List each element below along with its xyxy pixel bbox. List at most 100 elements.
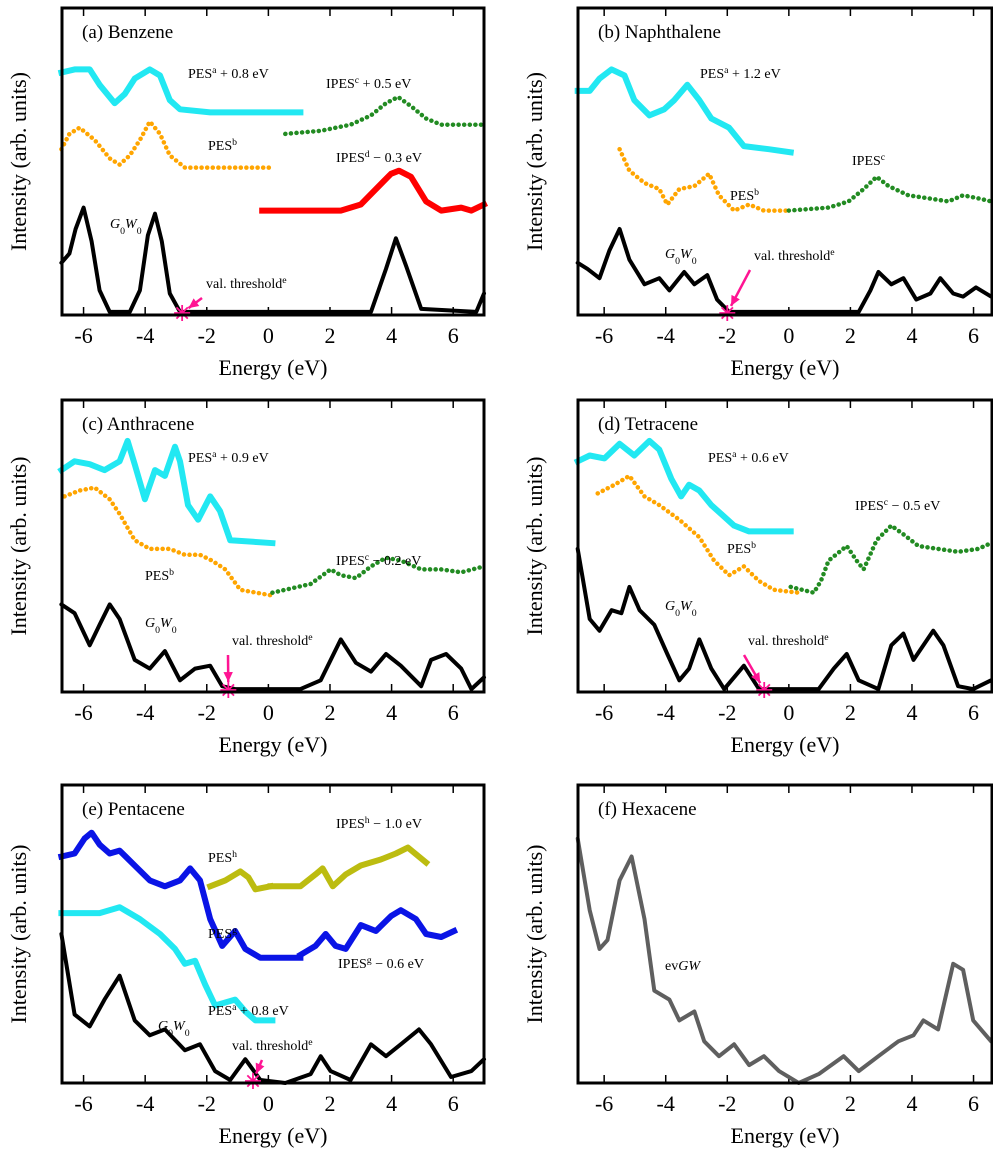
- series-line: [617, 146, 792, 213]
- series-line: [59, 119, 275, 170]
- label-part: g: [367, 955, 372, 966]
- series-line: [296, 907, 459, 960]
- x-tick-label: -2: [718, 323, 736, 348]
- threshold-label: val. thresholde: [748, 632, 829, 650]
- label-part: e: [308, 1037, 313, 1048]
- label-part: val. threshold: [748, 634, 824, 649]
- x-tick-label: 6: [448, 700, 459, 725]
- label-part: − 0.6 eV: [372, 957, 424, 972]
- label-part: G: [110, 217, 120, 232]
- series-label: G0W0: [145, 616, 177, 636]
- x-tick-label: -6: [595, 700, 613, 725]
- x-tick-label: 0: [263, 323, 274, 348]
- label-part: a: [212, 65, 217, 76]
- label-part: G: [665, 599, 675, 614]
- series-label: IPESh − 1.0 eV: [336, 815, 422, 833]
- x-tick-label: 0: [263, 1091, 274, 1116]
- label-part: 0: [692, 608, 697, 619]
- x-tick-label: 2: [324, 323, 335, 348]
- x-tick-label: 2: [324, 1091, 335, 1116]
- series-line: [62, 485, 275, 598]
- arrow-head: [751, 672, 761, 684]
- label-part: PES: [188, 67, 212, 82]
- x-tick-label: 4: [906, 700, 917, 725]
- label-part: 0: [185, 1028, 190, 1039]
- threshold-marker: [174, 305, 191, 321]
- label-part: 0: [120, 226, 125, 237]
- threshold-label: val. thresholde: [206, 275, 287, 293]
- threshold-label: val. thresholde: [232, 632, 313, 650]
- label-part: a: [232, 1002, 237, 1013]
- label-part: + 1.2 eV: [728, 67, 780, 82]
- series-line: [575, 836, 993, 1085]
- x-axis-label: Energy (eV): [219, 355, 328, 380]
- series-line: [575, 546, 993, 692]
- series-label: IPESc + 0.5 eV: [326, 75, 411, 93]
- series-label: PESa + 0.8 eV: [208, 1002, 289, 1020]
- threshold-marker: [719, 305, 736, 321]
- series-label: G0W0: [110, 217, 142, 237]
- panel-title: (f) Hexacene: [598, 799, 697, 820]
- series-line: [573, 437, 794, 535]
- x-tick-label: 0: [783, 700, 794, 725]
- label-part: IPES: [326, 77, 355, 92]
- label-part: h: [365, 815, 370, 826]
- label-part: − 0.5 eV: [888, 499, 940, 514]
- x-tick-label: 4: [386, 1091, 397, 1116]
- axes-frame: [60, 398, 486, 694]
- label-part: IPES: [338, 957, 367, 972]
- x-tick-label: 4: [906, 1091, 917, 1116]
- series-line: [283, 94, 487, 137]
- label-part: ev: [665, 959, 678, 974]
- axes-frame: [576, 6, 993, 317]
- label-part: 0: [155, 625, 160, 636]
- threshold-label: val. thresholde: [754, 247, 835, 265]
- arrow-head: [188, 298, 200, 309]
- label-part: PES: [208, 927, 232, 942]
- label-part: c: [365, 552, 370, 563]
- label-part: 0: [168, 1028, 173, 1039]
- x-tick-label: 4: [386, 700, 397, 725]
- label-part: W: [173, 1019, 186, 1034]
- label-part: e: [308, 632, 313, 643]
- label-part: g: [232, 925, 237, 936]
- series-label: PESb: [727, 540, 756, 558]
- label-part: val. threshold: [206, 277, 282, 292]
- series-line: [59, 932, 486, 1085]
- x-tick-label: 6: [448, 323, 459, 348]
- x-axis-label: Energy (eV): [731, 355, 840, 380]
- series-line: [259, 167, 489, 214]
- label-part: PES: [708, 451, 732, 466]
- y-axis-label: Intensity (arb. units): [6, 456, 31, 635]
- x-tick-label: -2: [198, 323, 216, 348]
- arrow-head: [731, 294, 740, 306]
- label-part: b: [232, 137, 237, 148]
- x-tick-label: -6: [595, 323, 613, 348]
- x-tick-label: -2: [718, 1091, 736, 1116]
- x-tick-label: 0: [783, 1091, 794, 1116]
- label-part: d: [365, 149, 370, 160]
- x-axis-label: Energy (eV): [219, 732, 328, 757]
- label-part: PES: [208, 1004, 232, 1019]
- series-label: PESb: [208, 137, 237, 155]
- panel-title: (d) Tetracene: [598, 414, 698, 435]
- panel-title: (b) Naphthalene: [598, 22, 721, 43]
- y-axis-label: Intensity (arb. units): [522, 456, 547, 635]
- label-part: IPES: [336, 151, 365, 166]
- label-part: IPES: [336, 554, 365, 569]
- series-label: evGW: [665, 959, 701, 974]
- label-part: val. threshold: [232, 1039, 308, 1054]
- label-part: 0: [675, 256, 680, 267]
- label-part: a: [724, 65, 729, 76]
- x-axis-label: Energy (eV): [731, 1123, 840, 1148]
- series-line: [575, 227, 993, 314]
- label-part: + 0.8 eV: [216, 67, 268, 82]
- series-line: [57, 437, 276, 547]
- x-tick-label: -4: [136, 323, 154, 348]
- x-tick-label: -4: [657, 1091, 675, 1116]
- series-label: G0W0: [665, 599, 697, 619]
- label-part: PES: [208, 851, 232, 866]
- label-part: − 0.3 eV: [370, 151, 422, 166]
- series-label: G0W0: [665, 247, 697, 267]
